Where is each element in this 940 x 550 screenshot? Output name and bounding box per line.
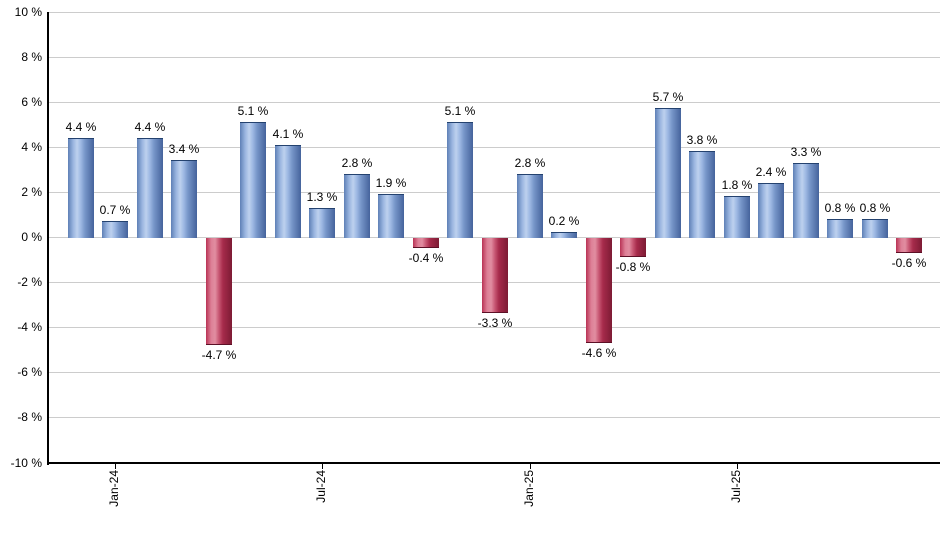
bar-positive (793, 163, 819, 238)
y-grid-line (49, 372, 940, 373)
bar-positive (724, 196, 750, 238)
bar-negative (482, 238, 508, 313)
y-axis-tick-label: 8 % (21, 50, 42, 64)
x-axis-tick-mark (530, 462, 531, 469)
y-axis-tick-label: 10 % (14, 5, 42, 19)
bar-positive (309, 208, 335, 238)
y-axis-tick-label: -4 % (17, 320, 42, 334)
bar-positive (758, 183, 784, 238)
bar-value-label: 2.8 % (341, 156, 373, 170)
bar-positive (275, 145, 301, 238)
bar-negative (586, 238, 612, 343)
y-grid-line (49, 192, 940, 193)
x-axis-tick-label: Jul-24 (314, 470, 328, 503)
bar-value-label: 2.8 % (514, 156, 546, 170)
bar-negative (206, 238, 232, 345)
x-axis-tick-label: Jul-25 (729, 470, 743, 503)
bar-value-label: -3.3 % (477, 316, 513, 330)
bar-positive (862, 219, 888, 238)
bar-value-label: 3.8 % (686, 133, 718, 147)
y-grid-line (49, 327, 940, 328)
bar-positive (171, 160, 197, 238)
y-axis-tick-label: 4 % (21, 140, 42, 154)
bar-negative (413, 238, 439, 248)
y-axis-tick-label: 2 % (21, 185, 42, 199)
x-axis-tick-mark (322, 462, 323, 469)
y-axis-tick-label: -2 % (17, 275, 42, 289)
bar-value-label: -0.6 % (891, 256, 927, 270)
bar-positive (137, 138, 163, 238)
bar-negative (620, 238, 646, 257)
bar-value-label: 1.8 % (721, 178, 753, 192)
y-axis-tick-label: 6 % (21, 95, 42, 109)
bar-positive (827, 219, 853, 238)
bar-value-label: 4.4 % (134, 120, 166, 134)
bar-value-label: 4.1 % (272, 127, 304, 141)
bar-value-label: 5.1 % (444, 104, 476, 118)
y-grid-line (49, 417, 940, 418)
y-axis-tick-label: -8 % (17, 410, 42, 424)
y-grid-line (49, 57, 940, 58)
bar-positive (378, 194, 404, 238)
y-grid-line (49, 102, 940, 103)
bar-positive (102, 221, 128, 238)
x-axis-tick-label: Jan-25 (522, 470, 536, 507)
bar-value-label: 0.2 % (548, 214, 580, 228)
bar-positive (447, 122, 473, 238)
x-axis-tick-label: Jan-24 (107, 470, 121, 507)
bar-value-label: 0.7 % (99, 203, 131, 217)
bar-negative (896, 238, 922, 253)
bar-value-label: 4.4 % (65, 120, 97, 134)
bar-value-label: 5.1 % (237, 104, 269, 118)
bar-value-label: -0.4 % (408, 251, 444, 265)
y-axis-tick-label: -6 % (17, 365, 42, 379)
bar-value-label: -4.6 % (581, 346, 617, 360)
bar-positive (344, 174, 370, 238)
bar-value-label: -4.7 % (201, 348, 237, 362)
bar-positive (655, 108, 681, 238)
y-grid-line (49, 237, 940, 238)
x-axis-tick-mark (737, 462, 738, 469)
bar-value-label: 0.8 % (824, 201, 856, 215)
bar-positive (689, 151, 715, 238)
bar-positive (240, 122, 266, 238)
bar-value-label: 3.4 % (168, 142, 200, 156)
bar-value-label: 1.3 % (306, 190, 338, 204)
bar-value-label: 3.3 % (790, 145, 822, 159)
y-axis-tick-label: -10 % (10, 456, 42, 470)
bar-value-label: 5.7 % (652, 90, 684, 104)
bar-value-label: 1.9 % (375, 176, 407, 190)
bar-value-label: 2.4 % (755, 165, 787, 179)
x-axis-line (47, 462, 940, 464)
y-grid-line (49, 12, 940, 13)
x-axis-tick-mark (115, 462, 116, 469)
bar-value-label: -0.8 % (615, 260, 651, 274)
bar-positive (517, 174, 543, 238)
bar-value-label: 0.8 % (859, 201, 891, 215)
y-axis-line (47, 12, 49, 465)
bar-positive (551, 232, 577, 238)
y-axis-tick-label: 0 % (21, 230, 42, 244)
bar-positive (68, 138, 94, 238)
y-grid-line (49, 147, 940, 148)
